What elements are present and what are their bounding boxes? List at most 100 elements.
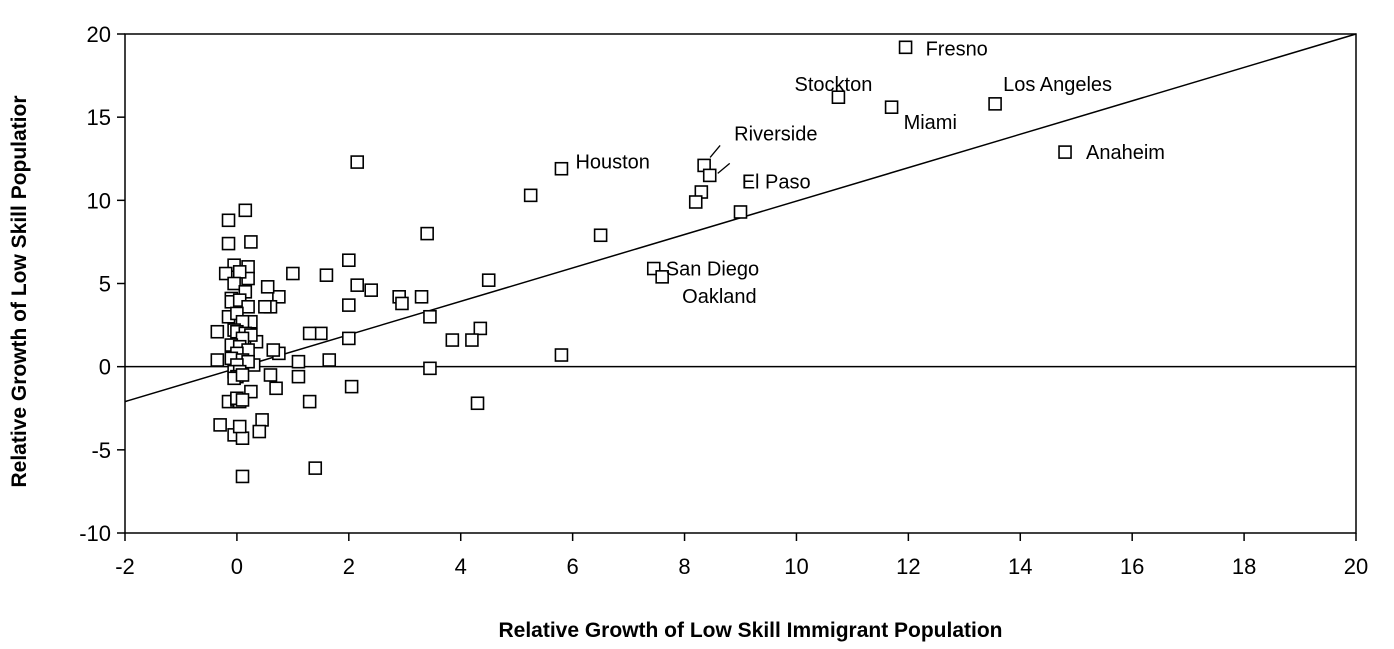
city-label: Miami (904, 112, 957, 134)
data-point (831, 90, 846, 105)
data-point (342, 253, 356, 268)
plot-frame (124, 33, 1357, 534)
y-tick-label: 10 (87, 188, 111, 213)
y-tick-label: 20 (87, 22, 111, 47)
data-point (884, 100, 899, 114)
city-label: El Paso (742, 171, 811, 193)
data-point (688, 195, 703, 209)
data-point (210, 324, 225, 339)
city-label: San Diego (666, 259, 759, 281)
data-point (523, 188, 538, 203)
data-point (218, 266, 233, 281)
x-axis-ticks: -2 0 2 4 6 8 10 12 14 16 18 20 (115, 533, 1368, 579)
data-point (350, 278, 365, 292)
data-point (241, 299, 255, 314)
data-point (342, 331, 356, 346)
city-label: Anaheim (1086, 142, 1165, 164)
data-point (244, 235, 258, 249)
data-point (554, 348, 569, 362)
data-point (308, 461, 323, 475)
data-point (1058, 145, 1072, 159)
data-point (235, 431, 250, 445)
data-point (210, 353, 225, 367)
data-point (465, 333, 479, 347)
data-point (322, 353, 337, 367)
data-point (269, 381, 283, 396)
data-point (655, 270, 669, 284)
data-point (445, 333, 460, 347)
data-point (232, 419, 247, 434)
data-point (988, 97, 1002, 111)
data-point (470, 396, 485, 411)
data-point (314, 326, 328, 341)
x-tick-label: 20 (1344, 554, 1368, 579)
y-tick-label: 0 (99, 355, 111, 380)
data-point (235, 368, 250, 382)
data-point (232, 265, 247, 279)
y-tick-label: 5 (99, 272, 111, 297)
data-point (473, 321, 488, 336)
data-point (342, 298, 356, 312)
y-tick-label: 15 (87, 105, 111, 130)
data-point (302, 326, 317, 341)
data-point (291, 354, 306, 369)
data-point (272, 290, 286, 304)
data-point (898, 40, 913, 55)
data-point (344, 379, 359, 394)
x-tick-label: -2 (115, 554, 135, 579)
data-point (252, 424, 267, 439)
data-point (481, 273, 496, 287)
data-point (423, 361, 437, 376)
data-point (593, 228, 608, 243)
data-point (423, 309, 437, 324)
city-label: Fresno (926, 38, 988, 60)
x-tick-label: 14 (1008, 554, 1032, 579)
data-point (364, 283, 379, 297)
x-tick-label: 0 (231, 554, 243, 579)
x-tick-label: 10 (784, 554, 808, 579)
y-tick-label: -10 (79, 521, 111, 546)
y-axis-title: Relative Growth of Low Skill Populatior (8, 95, 31, 487)
x-tick-label: 2 (343, 554, 355, 579)
annotation-leader (717, 162, 731, 174)
y-tick-label: -5 (91, 438, 111, 463)
annotation-leader (709, 144, 721, 158)
data-point (227, 276, 241, 291)
data-point (350, 155, 365, 169)
data-point (554, 161, 569, 176)
x-tick-label: 16 (1120, 554, 1144, 579)
data-point (266, 343, 281, 357)
city-label: Houston (575, 152, 650, 174)
x-tick-label: 12 (896, 554, 920, 579)
city-annotations: Fresno Stockton Los Angeles Miami Riverside E… (575, 38, 1165, 308)
x-tick-label: 8 (678, 554, 690, 579)
city-label: Oakland (682, 286, 757, 308)
data-point (238, 203, 253, 218)
data-point (255, 413, 269, 427)
data-point (258, 299, 272, 314)
data-point (221, 236, 236, 251)
data-point (235, 469, 250, 484)
data-point (319, 268, 334, 282)
data-points (210, 40, 1072, 484)
data-point (395, 296, 409, 311)
data-point (235, 393, 250, 407)
city-label: Riverside (734, 123, 817, 145)
x-axis-title: Relative Growth of Low Skill Immigrant P… (498, 619, 1002, 642)
data-point (414, 290, 429, 304)
data-point (291, 369, 306, 384)
data-point (286, 266, 300, 281)
data-point (733, 205, 748, 219)
data-point (263, 368, 278, 382)
x-tick-label: 18 (1232, 554, 1256, 579)
data-point (221, 213, 236, 228)
data-point (213, 418, 227, 432)
data-point (260, 280, 275, 294)
data-point (702, 168, 717, 183)
data-point (302, 394, 317, 409)
city-label: Stockton (795, 74, 873, 96)
y-axis-ticks: 20 15 10 5 0 -5 -10 (79, 22, 125, 546)
x-tick-label: 6 (567, 554, 579, 579)
city-label: Los Angeles (1003, 74, 1112, 96)
